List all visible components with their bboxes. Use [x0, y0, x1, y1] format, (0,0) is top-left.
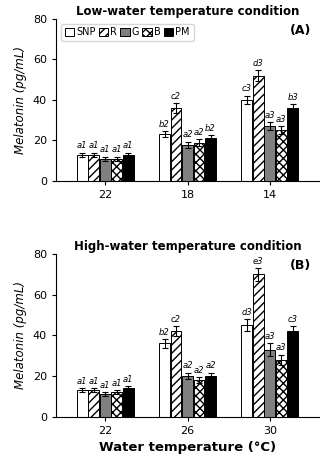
Bar	[253, 75, 264, 181]
Text: d3: d3	[241, 307, 252, 317]
Text: d3: d3	[253, 59, 264, 68]
Text: a1: a1	[123, 141, 134, 150]
Bar	[194, 380, 204, 417]
Bar	[205, 376, 216, 417]
Bar	[171, 108, 181, 181]
Bar	[253, 274, 264, 417]
Y-axis label: Melatonin (pg/mL): Melatonin (pg/mL)	[14, 46, 27, 154]
Text: a3: a3	[276, 343, 287, 352]
Text: b2: b2	[159, 328, 170, 337]
Text: a1: a1	[112, 379, 122, 388]
Bar	[123, 155, 134, 181]
Bar	[89, 155, 99, 181]
Bar	[100, 394, 111, 417]
Bar	[276, 131, 287, 181]
Text: a1: a1	[77, 141, 88, 150]
Bar	[241, 100, 252, 181]
Bar	[182, 145, 193, 181]
Bar	[123, 388, 134, 417]
Text: a1: a1	[100, 145, 111, 154]
Text: a2: a2	[182, 130, 193, 139]
Text: c3: c3	[288, 315, 298, 324]
Bar	[265, 126, 275, 181]
Legend: SNP, R, G, B, PM: SNP, R, G, B, PM	[61, 23, 194, 41]
Title: Low-water temperature condition: Low-water temperature condition	[76, 5, 299, 18]
Text: a3: a3	[265, 111, 275, 120]
Bar	[182, 376, 193, 417]
Text: a1: a1	[112, 145, 122, 154]
Text: c2: c2	[171, 315, 181, 324]
Text: c3: c3	[242, 84, 252, 94]
Bar	[112, 159, 122, 181]
Bar	[100, 159, 111, 181]
Text: a3: a3	[265, 332, 275, 341]
Bar	[265, 350, 275, 417]
Bar	[89, 390, 99, 417]
Bar	[241, 325, 252, 417]
Bar	[288, 331, 298, 417]
Bar	[159, 134, 170, 181]
Text: a1: a1	[77, 377, 88, 386]
Bar	[159, 344, 170, 417]
Text: a2: a2	[194, 128, 204, 137]
Text: e3: e3	[253, 257, 264, 266]
Bar	[112, 392, 122, 417]
Text: a2: a2	[194, 366, 204, 374]
X-axis label: Water temperature (°C): Water temperature (°C)	[99, 441, 276, 454]
Text: (A): (A)	[290, 23, 311, 37]
Y-axis label: Melatonin (pg/mL): Melatonin (pg/mL)	[14, 281, 27, 389]
Text: a2: a2	[182, 361, 193, 371]
Bar	[77, 155, 88, 181]
Bar	[171, 331, 181, 417]
Text: a3: a3	[276, 115, 287, 124]
Text: a1: a1	[89, 377, 99, 386]
Text: a1: a1	[89, 141, 99, 150]
Bar	[77, 390, 88, 417]
Text: b2: b2	[159, 120, 170, 129]
Text: b3: b3	[288, 93, 298, 102]
Text: (B): (B)	[290, 259, 311, 272]
Bar	[276, 360, 287, 417]
Bar	[194, 143, 204, 181]
Text: a1: a1	[100, 381, 111, 390]
Text: c2: c2	[171, 92, 181, 101]
Bar	[205, 139, 216, 181]
Bar	[288, 108, 298, 181]
Text: a1: a1	[123, 375, 134, 384]
Text: b2: b2	[205, 124, 216, 133]
Text: a2: a2	[205, 361, 216, 371]
Title: High-water temperature condition: High-water temperature condition	[74, 240, 301, 253]
